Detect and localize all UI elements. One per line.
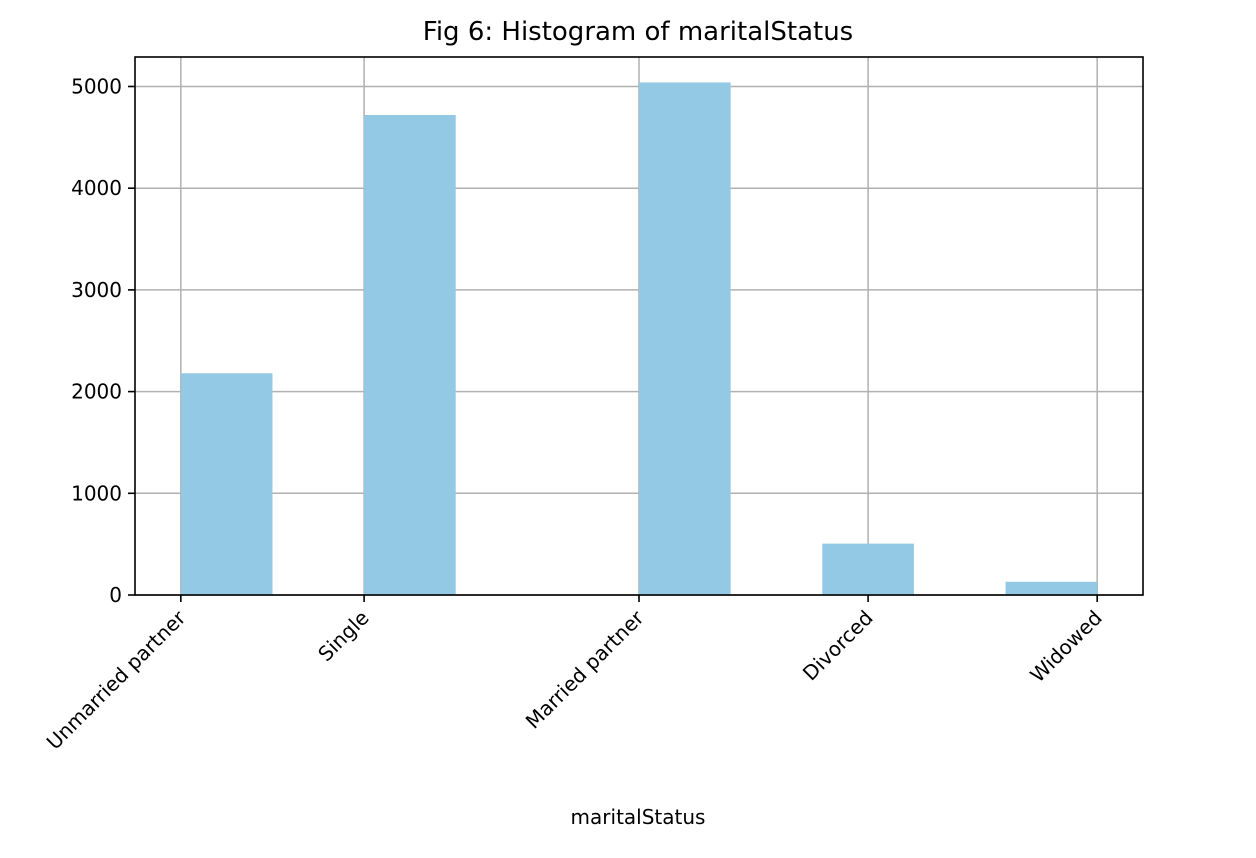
y-tick-label: 0 (109, 583, 122, 607)
x-tick-label: Single (313, 606, 373, 666)
x-tick-label: Married partner (521, 605, 649, 733)
y-tick-label: 4000 (71, 176, 122, 200)
y-axis-ticks: 0 1000 2000 3000 4000 5000 (71, 74, 135, 607)
histogram-bar (639, 82, 731, 595)
bars (180, 82, 1098, 595)
y-tick-label: 1000 (71, 481, 122, 505)
y-tick-label: 2000 (71, 380, 122, 404)
histogram-bar (1005, 581, 1098, 595)
chart-title: Fig 6: Histogram of maritalStatus (423, 17, 853, 47)
x-axis-label: maritalStatus (571, 805, 706, 829)
y-tick-label: 3000 (71, 278, 122, 302)
histogram-bar (822, 543, 914, 595)
histogram-bar (364, 114, 456, 595)
x-tick-label: Divorced (798, 606, 878, 686)
histogram-bar (180, 373, 273, 595)
x-tick-label: Unmarried partner (42, 605, 191, 754)
x-tick-label: Widowed (1025, 606, 1106, 687)
x-axis-ticks: Unmarried partner Single Married partner Di… (42, 595, 1107, 754)
y-tick-label: 5000 (71, 74, 122, 98)
